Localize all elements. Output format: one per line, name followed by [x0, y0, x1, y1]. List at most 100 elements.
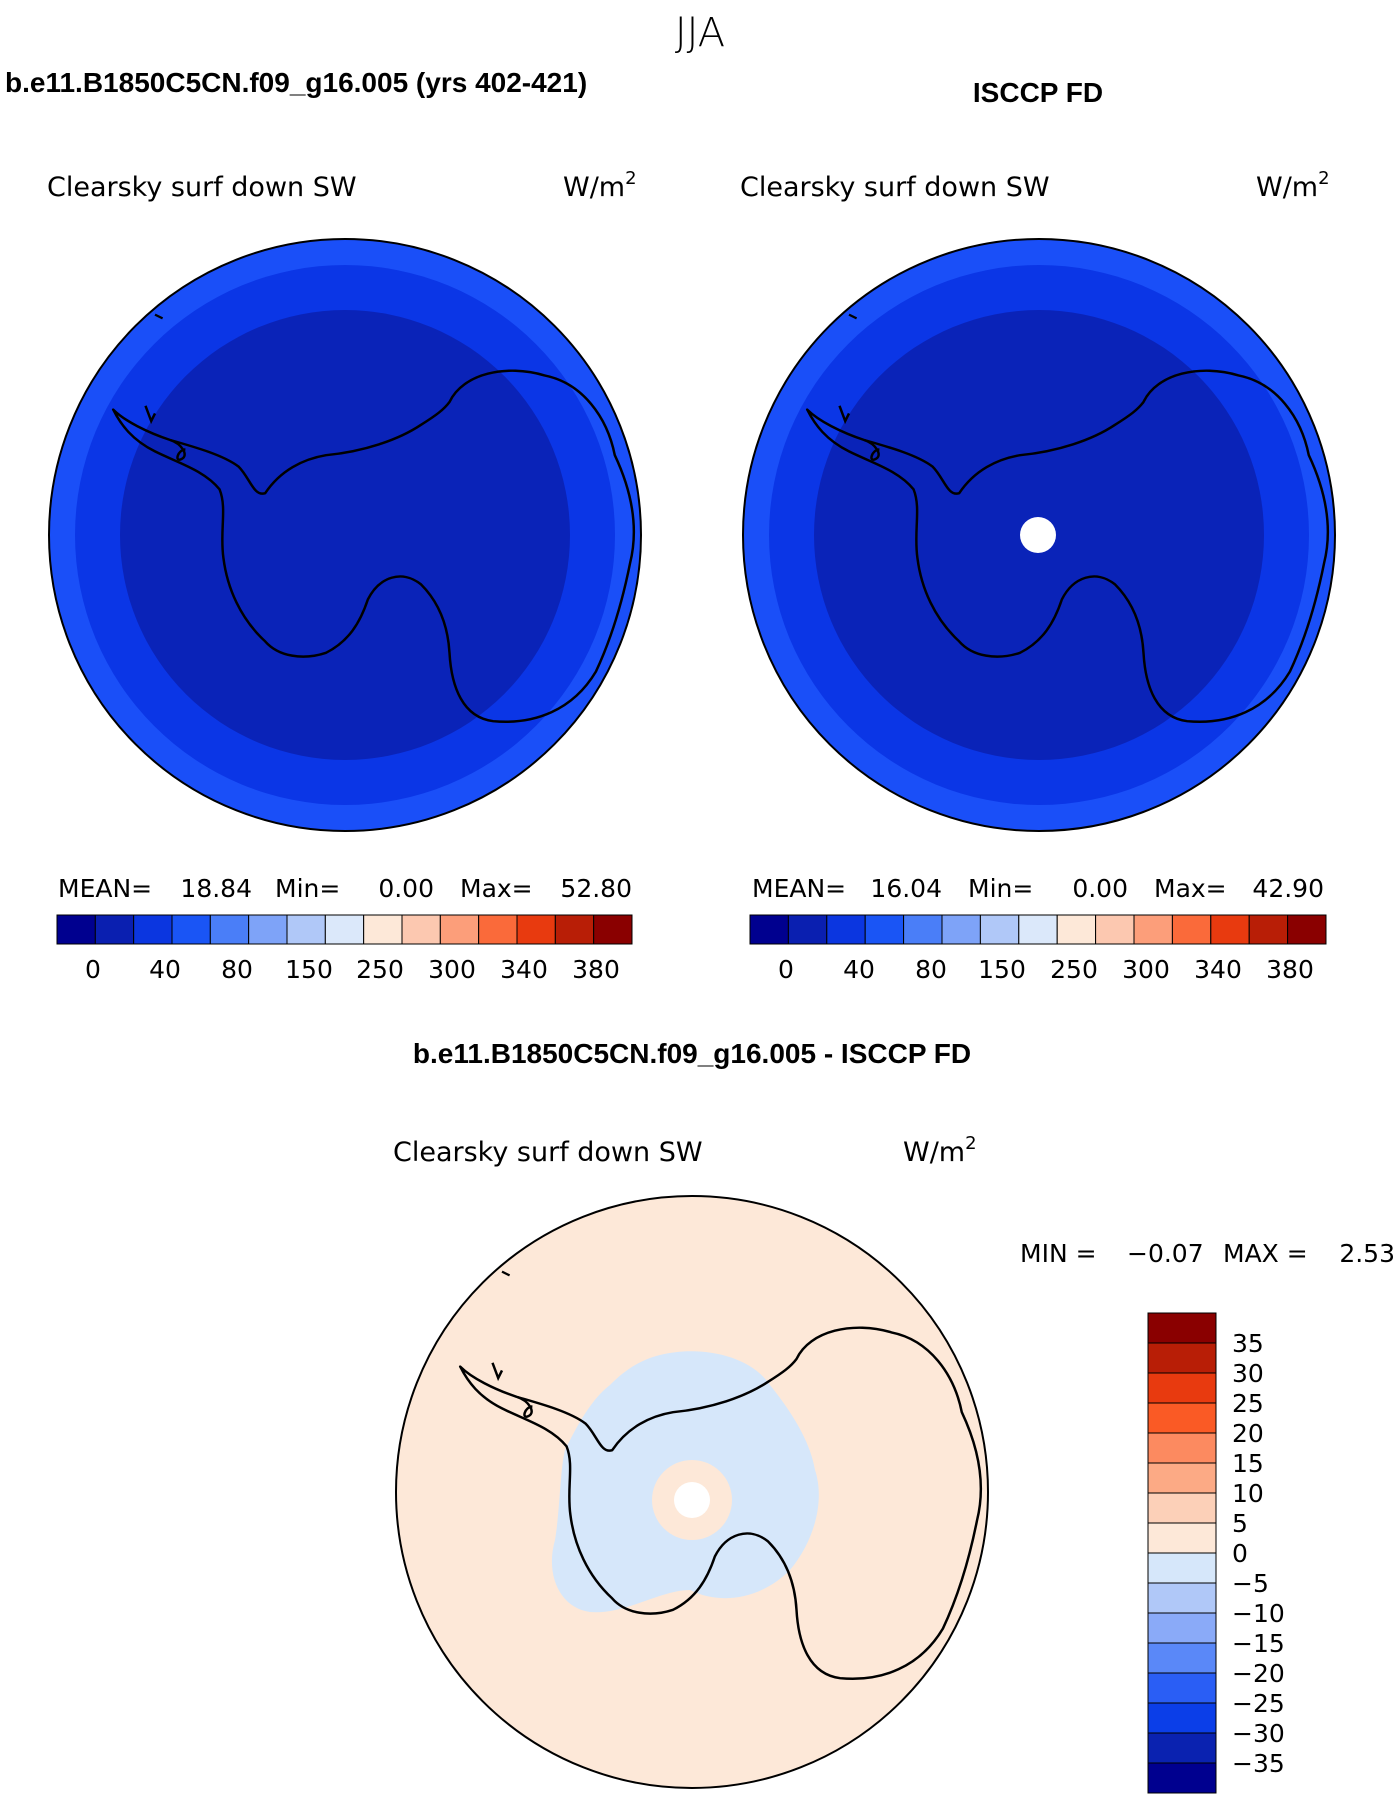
colorbar-swatch [979, 914, 1020, 945]
colorbar-swatch [56, 914, 96, 945]
colorbar-swatch [439, 914, 480, 945]
colorbar-label: 380 [572, 955, 620, 984]
colorbar-label: 340 [1194, 955, 1242, 984]
panel-model-stats: MEAN= 18.84 Min= 0.00 Max= 52.80 [58, 874, 632, 903]
panel-model-variable: Clearsky surf down SW [47, 172, 357, 203]
map-border [742, 238, 1336, 832]
colorbar-label: 25 [1232, 1389, 1264, 1418]
panel-obs-variable: Clearsky surf down SW [740, 172, 1050, 203]
colorbar-swatch [1147, 1612, 1217, 1644]
colorbar-label: −25 [1232, 1689, 1285, 1718]
units-base: W/m [1256, 172, 1318, 203]
colorbar-label: 0 [85, 955, 101, 984]
panel-diff-header: b.e11.B1850C5CN.f09_g16.005 - ISCCP FD [413, 1038, 971, 1069]
colorbar-label: −15 [1232, 1629, 1285, 1658]
colorbar-swatch [593, 914, 633, 945]
colorbar-swatch [363, 914, 403, 945]
panel-model-map [49, 239, 641, 831]
units-exponent: 2 [1318, 168, 1329, 189]
colorbar-swatch [1147, 1432, 1217, 1464]
colorbar-swatch [787, 914, 828, 945]
colorbar-swatch [1147, 1462, 1217, 1494]
colorbar-swatch [1147, 1582, 1217, 1614]
units-exponent: 2 [625, 168, 636, 189]
colorbar-swatch [1095, 914, 1135, 945]
colorbar-label: 380 [1266, 955, 1314, 984]
colorbar-label: 40 [843, 955, 875, 984]
colorbar-swatch [171, 914, 211, 945]
colorbar-diff [1147, 1312, 1217, 1794]
colorbar-swatch [1056, 914, 1097, 945]
colorbar-swatch [1018, 914, 1058, 945]
colorbar-swatch [1147, 1522, 1217, 1554]
panel-model-units: W/m2 [563, 168, 637, 203]
colorbar-label: 80 [915, 955, 947, 984]
units-exponent: 2 [965, 1133, 976, 1154]
colorbar-swatch [1147, 1342, 1217, 1374]
colorbar-label: −35 [1232, 1749, 1285, 1778]
panel-diff-variable: Clearsky surf down SW [393, 1137, 703, 1168]
colorbar-label: 150 [285, 955, 333, 984]
panel-obs-map [743, 239, 1335, 831]
colorbar-swatch [1147, 1762, 1217, 1794]
colorbar-model [56, 914, 633, 945]
min-label: Min= [275, 874, 340, 903]
panel-diff-map [396, 1196, 988, 1788]
panel-diff: b.e11.B1850C5CN.f09_g16.005 - ISCCP FD C… [393, 1038, 1395, 1794]
max-value: 42.90 [1252, 874, 1324, 903]
min-label: MIN = [1020, 1239, 1097, 1268]
colorbar-label: 20 [1232, 1419, 1264, 1448]
figure-title: JJA [675, 10, 725, 56]
map-border [48, 238, 642, 832]
colorbar-swatch [401, 914, 441, 945]
colorbar-label: 40 [149, 955, 181, 984]
colorbar-label: −5 [1232, 1569, 1269, 1598]
colorbar-swatch [903, 914, 943, 945]
units-base: W/m [903, 1137, 965, 1168]
colorbar-label: 30 [1232, 1359, 1264, 1388]
colorbar-swatch [1147, 1702, 1217, 1734]
mean-value: 18.84 [180, 874, 252, 903]
panel-model: b.e11.B1850C5CN.f09_g16.005 (yrs 402-421… [5, 67, 642, 984]
colorbar-swatch [1147, 1372, 1217, 1404]
panel-obs: ISCCP FD Clearsky surf down SW W/m2 MEAN… [740, 77, 1336, 984]
colorbar-label: 5 [1232, 1509, 1248, 1538]
colorbar-swatch [554, 914, 595, 945]
colorbar-label: 35 [1232, 1329, 1264, 1358]
colorbar-label: 250 [1050, 955, 1098, 984]
missing-data-hole [1020, 517, 1056, 553]
colorbar-swatch [1147, 1402, 1217, 1434]
mean-label: MEAN= [752, 874, 846, 903]
colorbar-model-labels: 0 40 80 150 250 300 340 380 [85, 955, 620, 984]
max-value: 2.53 [1339, 1239, 1395, 1268]
colorbar-swatch [1210, 914, 1250, 945]
colorbar-label: −10 [1232, 1599, 1285, 1628]
colorbar-swatch [133, 914, 173, 945]
colorbar-obs [749, 914, 1327, 945]
colorbar-swatch [1147, 1642, 1217, 1674]
colorbar-swatch [324, 914, 365, 945]
mean-label: MEAN= [58, 874, 152, 903]
colorbar-swatch [1171, 914, 1212, 945]
colorbar-obs-labels: 0 40 80 150 250 300 340 380 [778, 955, 1314, 984]
colorbar-swatch [1147, 1672, 1217, 1704]
colorbar-swatch [94, 914, 135, 945]
panel-obs-units: W/m2 [1256, 168, 1330, 203]
colorbar-label: 300 [1122, 955, 1170, 984]
min-value: 0.00 [378, 874, 434, 903]
mean-value: 16.04 [870, 874, 942, 903]
colorbar-swatch [1147, 1312, 1217, 1344]
map-ring-inner [120, 310, 570, 760]
colorbar-swatch [1133, 914, 1173, 945]
min-value: −0.07 [1127, 1239, 1204, 1268]
panel-diff-stats: MIN = −0.07 MAX = 2.53 [1020, 1239, 1395, 1268]
panel-diff-units: W/m2 [903, 1133, 977, 1168]
colorbar-swatch [286, 914, 326, 945]
colorbar-label: 0 [778, 955, 794, 984]
colorbar-label: −30 [1232, 1719, 1285, 1748]
max-label: Max= [460, 874, 533, 903]
colorbar-swatch [1248, 914, 1289, 945]
colorbar-label: 150 [978, 955, 1026, 984]
